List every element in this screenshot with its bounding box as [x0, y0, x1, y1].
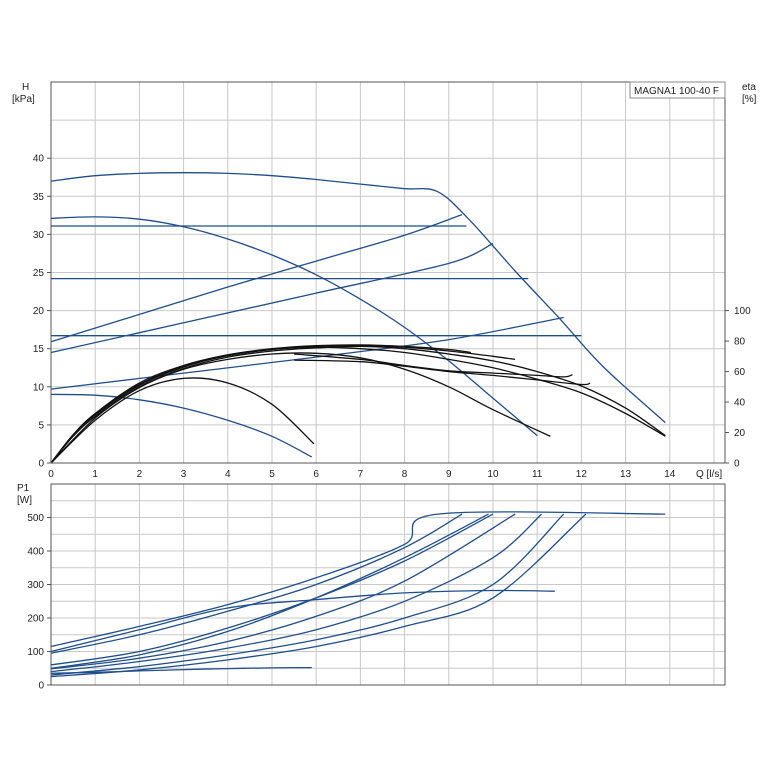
y-tick-label: 400: [27, 547, 44, 558]
series-line: [50, 216, 538, 437]
power-axis-label-line1: P1: [17, 483, 30, 494]
series-line: [50, 242, 494, 354]
y-tick-label: 0: [38, 681, 44, 692]
y-tick-label: 5: [38, 420, 44, 431]
head-panel-grid: [51, 82, 725, 463]
y2-tick-label: 100: [734, 306, 751, 317]
x-tick-label: 9: [446, 469, 452, 480]
series-line: [50, 513, 543, 673]
x-tick-label: 13: [620, 469, 632, 480]
power-axis-label-line2: [W]: [17, 495, 32, 506]
y-tick-label: 500: [27, 513, 44, 524]
power-panel-series: [50, 511, 666, 678]
flow-axis-label: Q [l/s]: [696, 469, 722, 480]
y2-tick-label: 40: [734, 398, 746, 409]
x-tick-label: 6: [313, 469, 319, 480]
series-line: [50, 393, 313, 458]
y-tick-label: 0: [38, 459, 44, 470]
series-line: [294, 353, 573, 378]
x-tick-label: 8: [402, 469, 408, 480]
y-tick-label: 300: [27, 580, 44, 591]
power-panel: 0 100 200 300 400 500 P1 [W]: [17, 483, 726, 692]
series-line: [50, 513, 463, 654]
x-tick-label: 2: [137, 469, 143, 480]
series-line: [50, 344, 516, 464]
x-tick-label: 0: [48, 469, 54, 480]
y-tick-label: 30: [33, 230, 45, 241]
series-line: [50, 666, 312, 674]
series-line: [50, 352, 551, 464]
y-tick-label: 10: [33, 382, 45, 393]
series-line: [50, 377, 315, 464]
series-line: [50, 513, 494, 666]
head-axis-ticks: 0 5 10 15 20 25 30 35 40: [33, 154, 51, 470]
x-tick-label: 12: [576, 469, 588, 480]
series-line: [50, 345, 666, 464]
series-line: [50, 172, 666, 424]
y-tick-label: 40: [33, 154, 45, 165]
series-line: [50, 513, 516, 670]
series-line: [50, 511, 666, 648]
efficiency-axis-label-line1: eta: [742, 82, 756, 93]
legend-box: [629, 81, 726, 99]
flow-axis-ticks: 0 1 2 3 4 5 6 7 8 9 10 11 12 13 14: [48, 469, 676, 480]
series-line: [50, 346, 666, 464]
y2-tick-label: 80: [734, 337, 746, 348]
series-line: [50, 589, 555, 653]
y2-tick-label: 0: [734, 459, 740, 470]
y2-tick-label: 60: [734, 367, 746, 378]
series-line: [50, 513, 489, 669]
series-line: [294, 359, 591, 386]
series-line: [50, 344, 471, 464]
x-tick-label: 11: [532, 469, 543, 480]
x-tick-label: 1: [92, 469, 98, 480]
head-axis-label-line2: [kPa]: [12, 94, 35, 105]
y2-tick-label: 20: [734, 428, 746, 439]
power-panel-grid: [51, 484, 725, 685]
head-panel-series: [50, 172, 666, 464]
legend-text: MAGNA1 100-40 F: [634, 86, 719, 97]
efficiency-axis-ticks: 0 20 40 60 80 100: [725, 306, 751, 470]
head-axis-label-line1: H: [22, 82, 29, 93]
y-tick-label: 100: [27, 647, 44, 658]
x-tick-label: 10: [487, 469, 499, 480]
y-tick-label: 25: [33, 268, 45, 279]
efficiency-axis-label-line2: [%]: [742, 94, 757, 105]
y-tick-label: 15: [33, 344, 45, 355]
x-tick-label: 14: [664, 469, 676, 480]
x-tick-label: 5: [269, 469, 275, 480]
x-tick-label: 7: [358, 469, 364, 480]
power-axis-ticks: 0 100 200 300 400 500: [27, 513, 51, 692]
x-tick-label: 4: [225, 469, 231, 480]
x-tick-label: 3: [181, 469, 187, 480]
series-line: [50, 513, 587, 678]
y-tick-label: 20: [33, 306, 45, 317]
series-line: [50, 513, 565, 676]
y-tick-label: 200: [27, 614, 44, 625]
y-tick-label: 35: [33, 192, 45, 203]
series-line: [50, 213, 463, 343]
series-line: [50, 316, 564, 390]
